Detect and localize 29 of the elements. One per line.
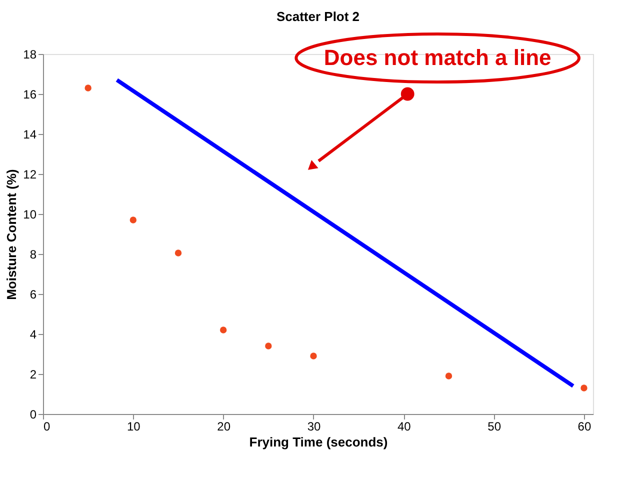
y-tick-label: 10: [23, 208, 37, 222]
y-tick-label: 16: [23, 88, 37, 102]
x-tick-label: 20: [217, 420, 231, 434]
chart-title: Scatter Plot 2: [276, 8, 360, 24]
annotation: Does not match a line: [324, 45, 552, 70]
y-tick-label: 18: [23, 48, 37, 62]
point: [220, 326, 227, 334]
point: [265, 342, 272, 350]
x-tick-label: 40: [397, 420, 412, 434]
x-tick-label: 10: [126, 420, 141, 434]
x-tick-label: 30: [307, 420, 321, 434]
y-tick-label: 14: [23, 128, 37, 142]
y-tick-label: 8: [30, 248, 37, 262]
y-tick-label: 4: [30, 328, 37, 342]
x-tick-label: 60: [578, 420, 592, 434]
point: [130, 216, 137, 224]
x-tick-label: 50: [488, 420, 502, 434]
y-tick-label: 12: [23, 168, 37, 182]
point: [310, 352, 317, 360]
y-axis-title: Moisture Content (%): [4, 169, 20, 300]
point: [445, 372, 452, 380]
point: [84, 84, 92, 92]
point: [580, 384, 588, 392]
x-tick-label: 0: [44, 420, 50, 434]
y-tick-label: 0: [30, 408, 37, 422]
point: [174, 250, 182, 256]
x-axis-title: Frying Time (seconds): [249, 434, 388, 450]
y-tick-label: 2: [30, 368, 37, 382]
y-tick-label: 6: [30, 288, 37, 302]
